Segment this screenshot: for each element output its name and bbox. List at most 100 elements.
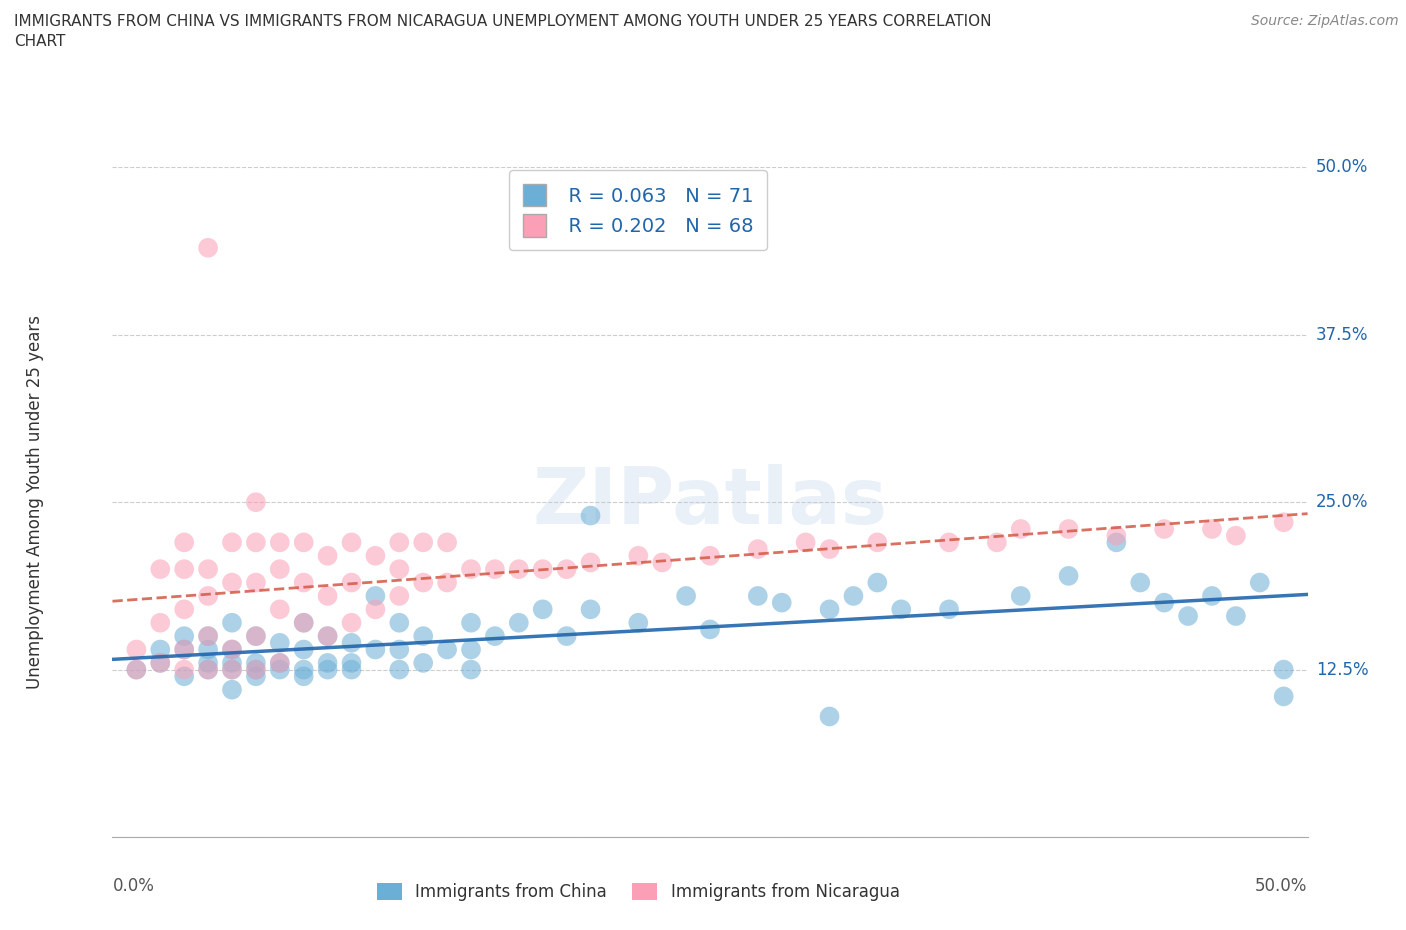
Point: [388, 616, 411, 631]
Point: [292, 575, 315, 590]
Point: [221, 642, 243, 657]
Point: [436, 642, 458, 657]
Text: Source: ZipAtlas.com: Source: ZipAtlas.com: [1251, 14, 1399, 28]
Point: [269, 562, 291, 577]
Point: [388, 662, 411, 677]
Point: [794, 535, 817, 550]
Point: [221, 662, 243, 677]
Point: [197, 589, 219, 604]
Point: [149, 642, 172, 657]
Point: [197, 629, 219, 644]
Point: [555, 629, 578, 644]
Point: [340, 575, 363, 590]
Text: 25.0%: 25.0%: [1316, 493, 1368, 512]
Point: [412, 629, 434, 644]
Point: [1225, 608, 1247, 623]
Point: [890, 602, 912, 617]
Point: [1249, 575, 1271, 590]
Text: ZIPatlas: ZIPatlas: [533, 464, 887, 540]
Point: [1010, 522, 1032, 537]
Point: [460, 562, 482, 577]
Point: [340, 662, 363, 677]
Point: [866, 535, 889, 550]
Text: 12.5%: 12.5%: [1316, 660, 1368, 679]
Point: [316, 662, 339, 677]
Point: [221, 535, 243, 550]
Point: [364, 602, 387, 617]
Point: [1201, 589, 1223, 604]
Point: [197, 662, 219, 677]
Point: [221, 662, 243, 677]
Point: [1272, 689, 1295, 704]
Point: [508, 562, 530, 577]
Point: [197, 642, 219, 657]
Point: [364, 589, 387, 604]
Point: [197, 240, 219, 255]
Point: [1105, 528, 1128, 543]
Point: [388, 642, 411, 657]
Point: [173, 642, 195, 657]
Point: [842, 589, 865, 604]
Point: [364, 642, 387, 657]
Point: [364, 549, 387, 564]
Point: [460, 662, 482, 677]
Point: [173, 662, 195, 677]
Point: [269, 635, 291, 650]
Point: [866, 575, 889, 590]
Point: [292, 662, 315, 677]
Point: [986, 535, 1008, 550]
Point: [699, 622, 721, 637]
Point: [555, 562, 578, 577]
Point: [1057, 568, 1080, 583]
Point: [436, 575, 458, 590]
Point: [1129, 575, 1152, 590]
Point: [747, 541, 769, 556]
Legend: Immigrants from China, Immigrants from Nicaragua: Immigrants from China, Immigrants from N…: [368, 874, 908, 909]
Point: [388, 535, 411, 550]
Point: [1225, 528, 1247, 543]
Point: [627, 616, 650, 631]
Point: [436, 535, 458, 550]
Point: [340, 635, 363, 650]
Point: [269, 656, 291, 671]
Point: [747, 589, 769, 604]
Point: [340, 535, 363, 550]
Point: [579, 602, 602, 617]
Point: [579, 508, 602, 523]
Point: [149, 562, 172, 577]
Point: [316, 549, 339, 564]
Point: [245, 669, 267, 684]
Point: [221, 683, 243, 698]
Point: [173, 562, 195, 577]
Point: [770, 595, 793, 610]
Point: [125, 662, 148, 677]
Point: [316, 656, 339, 671]
Point: [221, 575, 243, 590]
Point: [388, 562, 411, 577]
Point: [125, 662, 148, 677]
Point: [197, 662, 219, 677]
Point: [269, 535, 291, 550]
Point: [340, 616, 363, 631]
Point: [316, 629, 339, 644]
Point: [484, 629, 506, 644]
Point: [579, 555, 602, 570]
Point: [245, 629, 267, 644]
Point: [460, 642, 482, 657]
Point: [818, 541, 841, 556]
Point: [149, 616, 172, 631]
Point: [699, 549, 721, 564]
Point: [818, 602, 841, 617]
Point: [412, 575, 434, 590]
Point: [938, 602, 960, 617]
Point: [531, 602, 554, 617]
Point: [149, 656, 172, 671]
Point: [1153, 595, 1175, 610]
Point: [1201, 522, 1223, 537]
Text: 0.0%: 0.0%: [112, 877, 155, 896]
Point: [412, 656, 434, 671]
Point: [125, 642, 148, 657]
Point: [627, 549, 650, 564]
Point: [173, 629, 195, 644]
Point: [269, 656, 291, 671]
